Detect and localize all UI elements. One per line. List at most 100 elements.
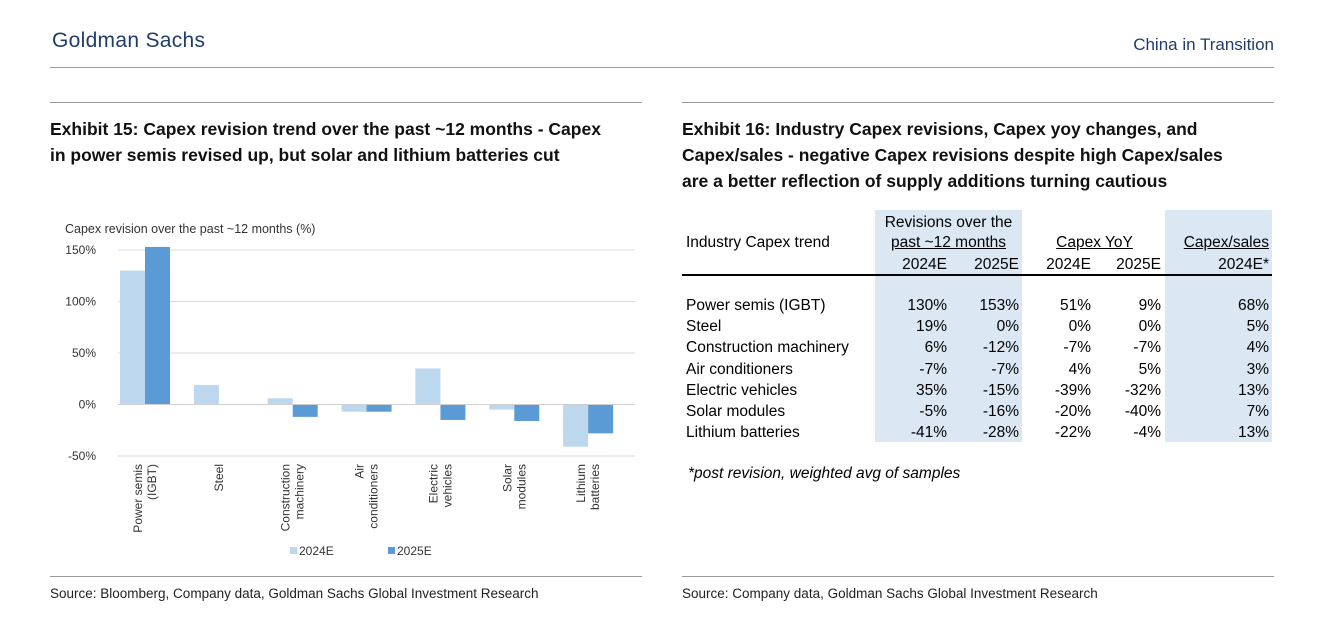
cell-yoy25: -4% bbox=[1133, 424, 1161, 442]
y-tick-label: 0% bbox=[79, 398, 97, 412]
exhibit16-title-line1: Exhibit 16: Industry Capex revisions, Ca… bbox=[682, 119, 1198, 139]
chart-y-axis-title: Capex revision over the past ~12 months … bbox=[65, 222, 315, 236]
category-label: Construction machinery bbox=[279, 464, 307, 531]
category-label-line: Power semis bbox=[131, 464, 145, 533]
exhibit15-title-line1: Exhibit 15: Capex revision trend over th… bbox=[50, 119, 601, 139]
cell-sales: 13% bbox=[1237, 381, 1269, 399]
revisions-column-shading bbox=[875, 210, 1022, 442]
group-header-capex-sales-text: Capex/sales bbox=[1183, 234, 1269, 251]
exhibit16-title-line2: Capex/sales - negative Capex revisions d… bbox=[682, 145, 1223, 165]
exhibit15-source: Source: Bloomberg, Company data, Goldman… bbox=[50, 586, 539, 601]
legend-swatch-2024e bbox=[290, 547, 297, 554]
bar-2025e-3 bbox=[366, 404, 392, 412]
cell-rev25: -28% bbox=[982, 424, 1019, 442]
cell-yoy24: -39% bbox=[1054, 381, 1091, 399]
exhibit15-bottom-rule bbox=[50, 576, 642, 577]
bar-2025e-6 bbox=[588, 404, 614, 434]
group-header-revisions-line2-text: past ~12 months bbox=[890, 234, 1007, 251]
subheader-yoy-2025e: 2025E bbox=[1116, 256, 1161, 273]
table-header-rule bbox=[682, 274, 1272, 276]
table-footnote: *post revision, weighted avg of samples bbox=[688, 465, 961, 482]
cell-rev24: 130% bbox=[907, 297, 947, 314]
category-label-line: modules bbox=[514, 464, 528, 509]
category-label-line: Solar bbox=[500, 464, 514, 492]
cell-rev24: 35% bbox=[915, 381, 947, 399]
group-header-capex-yoy-text: Capex YoY bbox=[1056, 234, 1133, 251]
group-header-revisions-line2: past ~12 months bbox=[875, 234, 1022, 252]
cell-sales: 5% bbox=[1246, 318, 1269, 336]
category-label-line: Air bbox=[353, 464, 367, 479]
subheader-rev-2024e: 2024E bbox=[902, 256, 947, 273]
group-header-revisions-line1: Revisions over the bbox=[884, 214, 1013, 231]
cell-sales: 68% bbox=[1237, 297, 1269, 314]
row-label: Power semis (IGBT) bbox=[686, 297, 826, 314]
brand-logo-text: Goldman Sachs bbox=[52, 29, 206, 52]
category-label-line: conditioners bbox=[367, 464, 381, 529]
cell-rev25: 153% bbox=[979, 297, 1019, 314]
y-tick-label: 150% bbox=[65, 243, 96, 257]
cell-rev25: -7% bbox=[991, 360, 1019, 378]
cell-yoy24: -20% bbox=[1054, 403, 1091, 420]
category-label: Air conditioners bbox=[353, 464, 381, 529]
header-divider bbox=[50, 67, 1274, 68]
category-label: Power semis (IGBT) bbox=[131, 464, 159, 533]
exhibit15-title: Exhibit 15: Capex revision trend over th… bbox=[50, 116, 650, 168]
cell-rev25: 0% bbox=[996, 318, 1019, 336]
category-label: Solar modules bbox=[500, 464, 528, 509]
exhibit16-source: Source: Company data, Goldman Sachs Glob… bbox=[682, 586, 1098, 601]
group-header-capex-sales: Capex/sales bbox=[1165, 234, 1269, 252]
bar-2025e-5 bbox=[514, 404, 540, 421]
category-label: Electric vehicles bbox=[426, 464, 454, 507]
category-label-line: (IGBT) bbox=[145, 464, 159, 500]
bar-2024e-0 bbox=[120, 270, 145, 405]
cell-rev25: -15% bbox=[982, 381, 1019, 399]
category-label-line: Electric bbox=[426, 464, 440, 503]
cell-yoy25: 0% bbox=[1138, 318, 1161, 336]
legend-label-2025e: 2025E bbox=[397, 544, 432, 558]
exhibit16-bottom-rule bbox=[682, 576, 1274, 577]
bar-2024e-2 bbox=[267, 398, 293, 405]
cell-rev24: 6% bbox=[924, 339, 947, 357]
bar-2024e-6 bbox=[563, 404, 589, 447]
cell-sales: 4% bbox=[1246, 339, 1269, 357]
bar-2024e-5 bbox=[489, 404, 515, 410]
capex-revision-bar-chart: Capex revision over the past ~12 months … bbox=[65, 222, 635, 558]
bar-2025e-4 bbox=[440, 404, 466, 420]
row-label: Electric vehicles bbox=[686, 381, 798, 399]
cell-yoy25: -40% bbox=[1124, 403, 1161, 420]
capex-sales-column-shading bbox=[1165, 210, 1272, 442]
exhibit15-top-rule bbox=[50, 102, 642, 103]
category-label: Steel bbox=[212, 464, 226, 491]
cell-yoy24: -22% bbox=[1054, 424, 1091, 442]
legend-label-2024e: 2024E bbox=[299, 544, 334, 558]
cell-yoy24: 51% bbox=[1059, 297, 1091, 314]
y-tick-label: -50% bbox=[68, 449, 96, 463]
category-label-line: Lithium bbox=[574, 464, 588, 503]
cell-rev24: -7% bbox=[919, 360, 947, 378]
category-label-line: vehicles bbox=[440, 464, 454, 507]
row-label: Solar modules bbox=[686, 403, 786, 420]
category-label-line: Construction bbox=[279, 464, 293, 531]
y-tick-label: 50% bbox=[72, 346, 96, 360]
capex-trend-table: Industry Capex trend Revisions over the … bbox=[682, 210, 1274, 442]
row-label: Lithium batteries bbox=[686, 424, 800, 442]
row-label: Air conditioners bbox=[686, 360, 793, 378]
cell-yoy25: -7% bbox=[1133, 339, 1161, 357]
cell-rev25: -12% bbox=[982, 339, 1019, 357]
cell-yoy25: 5% bbox=[1138, 360, 1161, 378]
cell-rev24: -5% bbox=[919, 403, 947, 420]
bar-2025e-2 bbox=[292, 404, 318, 417]
cell-sales: 3% bbox=[1246, 360, 1269, 378]
bar-2024e-4 bbox=[415, 368, 441, 405]
subheader-rev-2025e: 2025E bbox=[974, 256, 1019, 273]
group-header-capex-yoy: Capex YoY bbox=[1032, 234, 1157, 252]
bar-2024e-3 bbox=[341, 404, 367, 412]
category-label-line: batteries bbox=[588, 464, 602, 510]
cell-yoy24: 4% bbox=[1068, 360, 1091, 378]
bar-2024e-1 bbox=[193, 384, 219, 405]
bar-2025e-0 bbox=[145, 246, 170, 405]
cell-sales: 13% bbox=[1237, 424, 1269, 442]
cell-sales: 7% bbox=[1246, 403, 1269, 420]
row-label: Construction machinery bbox=[686, 339, 849, 357]
table-row-header-label: Industry Capex trend bbox=[686, 234, 830, 251]
